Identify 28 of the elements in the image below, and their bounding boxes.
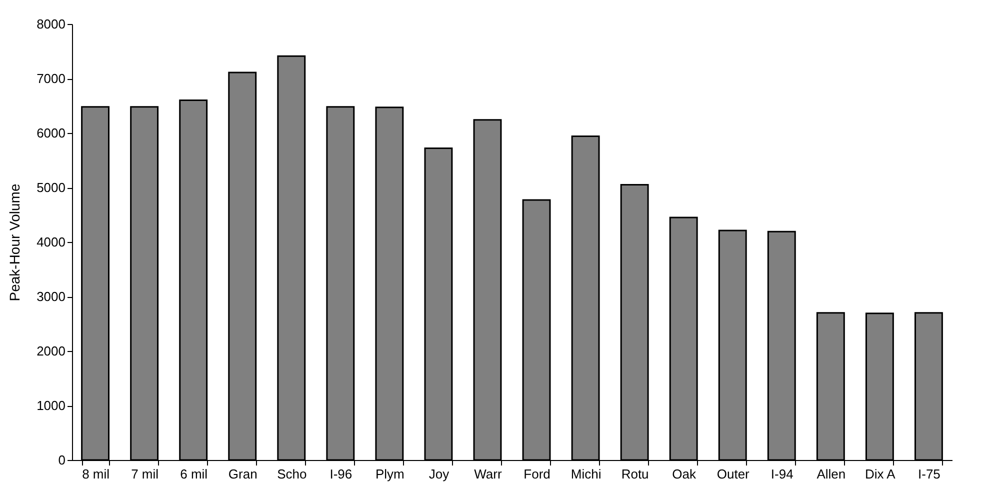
y-axis-title: Peak-Hour Volume xyxy=(6,184,23,302)
x-tick-label: Scho xyxy=(277,466,307,482)
x-tick-label: Gran xyxy=(228,466,258,482)
x-tick-label: Plym xyxy=(375,466,404,482)
x-tick-label: Rotu xyxy=(621,466,649,482)
x-tick-label: Dix A xyxy=(865,466,896,482)
y-tick-label: 1000 xyxy=(36,398,66,413)
x-tick-label: Michi xyxy=(570,466,602,482)
x-tick-label: I-96 xyxy=(330,466,352,482)
x-tick-label: 8 mil xyxy=(82,466,110,482)
x-tick-label: 7 mil xyxy=(131,466,159,482)
x-tick-label: Ford xyxy=(524,466,550,482)
x-tick-label: Oak xyxy=(672,466,697,482)
x-tick-label: Warr xyxy=(474,466,502,482)
x-tick-label: Outer xyxy=(716,466,750,482)
y-tick-label: 0 xyxy=(58,452,66,468)
x-tick-label: 6 mil xyxy=(180,466,208,482)
y-tick-label: 8000 xyxy=(36,16,66,32)
y-tick-label: 3000 xyxy=(36,289,66,304)
y-tick-label: 5000 xyxy=(36,180,66,195)
y-tick-label: 2000 xyxy=(36,344,66,358)
y-tick-label: 4000 xyxy=(36,234,66,250)
y-tick-label: 7000 xyxy=(36,71,66,86)
x-tick-label: I-75 xyxy=(918,466,940,482)
x-tick-label: I-94 xyxy=(770,466,794,482)
x-tick-label: Allen xyxy=(816,466,846,482)
y-tick-label: 6000 xyxy=(36,126,66,140)
x-tick-label: Joy xyxy=(428,466,450,482)
